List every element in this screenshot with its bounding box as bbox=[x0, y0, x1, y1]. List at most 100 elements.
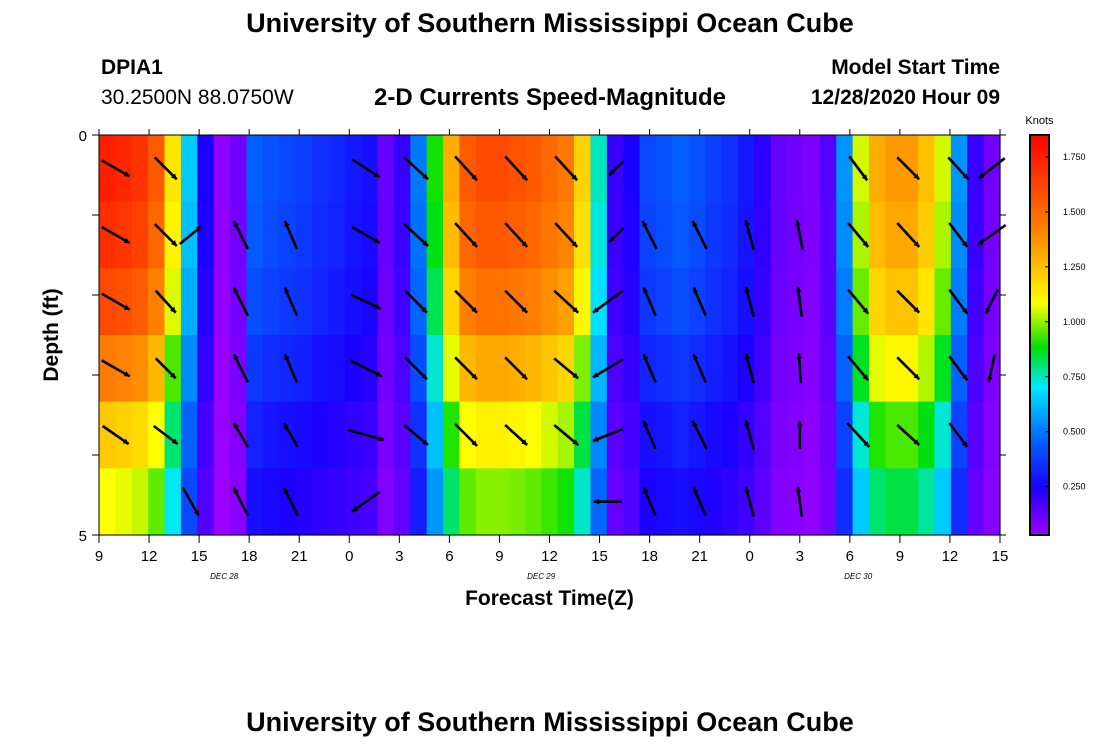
x-tick-label: 0 bbox=[746, 548, 754, 565]
heatmap-cell bbox=[180, 468, 198, 536]
vector-arrowhead bbox=[170, 372, 176, 379]
heatmap-cell bbox=[164, 201, 182, 269]
vector-arrowhead bbox=[284, 221, 290, 227]
heatmap-cell bbox=[148, 335, 166, 403]
x-tick-label: 18 bbox=[241, 548, 258, 565]
heatmap-cell bbox=[950, 468, 968, 536]
vector-arrowhead bbox=[123, 237, 130, 243]
heatmap-cell bbox=[754, 401, 772, 469]
vector-arrowhead bbox=[378, 435, 384, 442]
x-tick-label: 3 bbox=[796, 548, 804, 565]
date-label: DEC 29 bbox=[527, 572, 556, 581]
vector-arrowhead bbox=[352, 506, 358, 512]
heatmap-cell bbox=[705, 201, 723, 269]
current-vector bbox=[976, 223, 1007, 247]
heatmap-cell bbox=[99, 201, 116, 269]
heatmap-cell bbox=[819, 335, 837, 403]
heatmap-cell bbox=[279, 201, 297, 269]
heatmap-cell bbox=[639, 268, 657, 336]
heatmap-cell bbox=[574, 201, 592, 269]
heatmap-cell bbox=[246, 335, 264, 403]
heatmap-cell bbox=[803, 268, 821, 336]
heatmap-cell bbox=[705, 335, 723, 403]
vector-arrowhead bbox=[796, 421, 803, 427]
heatmap-cell bbox=[311, 201, 329, 269]
heatmap-cell bbox=[934, 468, 952, 536]
heatmap-cell bbox=[836, 135, 854, 203]
heatmap-cell bbox=[393, 468, 411, 536]
heatmap-cell bbox=[688, 468, 706, 536]
heatmap-cell bbox=[819, 468, 837, 536]
vector-arrowhead bbox=[521, 439, 528, 445]
x-tick-label: 3 bbox=[395, 548, 403, 565]
vector-arrowhead bbox=[571, 174, 578, 181]
heatmap-cell bbox=[410, 201, 428, 269]
current-vector bbox=[592, 427, 624, 443]
y-tick-label: 5 bbox=[79, 528, 87, 545]
current-vector bbox=[101, 159, 131, 178]
colorbar-tick-label: 1.500 bbox=[1063, 207, 1086, 217]
current-vector bbox=[101, 292, 131, 311]
heatmap-cell bbox=[672, 401, 690, 469]
heatmap-cell bbox=[770, 135, 788, 203]
x-axis-label: Forecast Time(Z) bbox=[465, 587, 634, 610]
heatmap-cell bbox=[426, 268, 444, 336]
heatmap-cell bbox=[541, 135, 559, 203]
heatmap-cell bbox=[328, 335, 346, 403]
heatmap-cell bbox=[262, 468, 280, 536]
heatmap-cell bbox=[213, 468, 231, 536]
heatmap-cell bbox=[705, 135, 723, 203]
heatmap-cell bbox=[688, 135, 706, 203]
heatmap-cell bbox=[164, 468, 182, 536]
station-coordinates: 30.2500N 88.0750W bbox=[101, 86, 294, 109]
heatmap-cell bbox=[836, 468, 854, 536]
heatmap-cell bbox=[754, 335, 772, 403]
vector-arrowhead bbox=[123, 304, 130, 310]
heatmap-cell bbox=[279, 268, 297, 336]
heatmap-cell bbox=[344, 135, 362, 203]
heatmap-cell bbox=[99, 468, 116, 536]
heatmap-cell bbox=[508, 468, 526, 536]
current-vector bbox=[403, 223, 429, 247]
x-tick-label: 9 bbox=[95, 548, 103, 565]
heatmap-cell bbox=[164, 268, 182, 336]
vector-arrowhead bbox=[422, 173, 428, 180]
vector-arrowhead bbox=[421, 373, 427, 380]
heatmap-cell bbox=[246, 135, 264, 203]
current-vector bbox=[454, 155, 479, 182]
heatmap-cell bbox=[230, 401, 248, 469]
vector-arrowhead bbox=[861, 174, 868, 181]
heatmap-cell bbox=[377, 401, 395, 469]
heatmap-cell bbox=[410, 468, 428, 536]
heatmap-cell bbox=[803, 135, 821, 203]
heatmap-cell bbox=[836, 268, 854, 336]
vector-arrowhead bbox=[961, 241, 968, 247]
heatmap-cell bbox=[279, 401, 297, 469]
vector-arrowhead bbox=[744, 353, 750, 360]
vector-arrowhead bbox=[796, 353, 802, 359]
heatmap-cell bbox=[148, 268, 166, 336]
vector-arrowhead bbox=[592, 307, 599, 313]
vector-arrowhead bbox=[693, 354, 699, 361]
x-tick-label: 9 bbox=[896, 548, 904, 565]
heatmap-cell bbox=[901, 468, 919, 536]
heatmap-cell bbox=[213, 335, 231, 403]
heatmap-cell bbox=[344, 335, 362, 403]
heatmap-cell bbox=[213, 135, 231, 203]
heatmap-cell bbox=[344, 268, 362, 336]
heatmap-cell bbox=[737, 401, 755, 469]
heatmap-cell bbox=[541, 201, 559, 269]
heatmap-cell bbox=[623, 201, 641, 269]
heatmap-cell bbox=[344, 468, 362, 536]
heatmap-cell bbox=[574, 335, 592, 403]
vector-arrowhead bbox=[471, 306, 478, 313]
heatmap-cell bbox=[754, 468, 772, 536]
heatmap-cell bbox=[311, 468, 329, 536]
heatmap-cell bbox=[787, 201, 805, 269]
heatmap-cell bbox=[885, 335, 903, 403]
heatmap-cell bbox=[918, 268, 936, 336]
heatmap-cell bbox=[770, 335, 788, 403]
heatmap-cell bbox=[819, 201, 837, 269]
current-vector bbox=[553, 289, 580, 314]
heatmap-cell bbox=[492, 468, 510, 536]
